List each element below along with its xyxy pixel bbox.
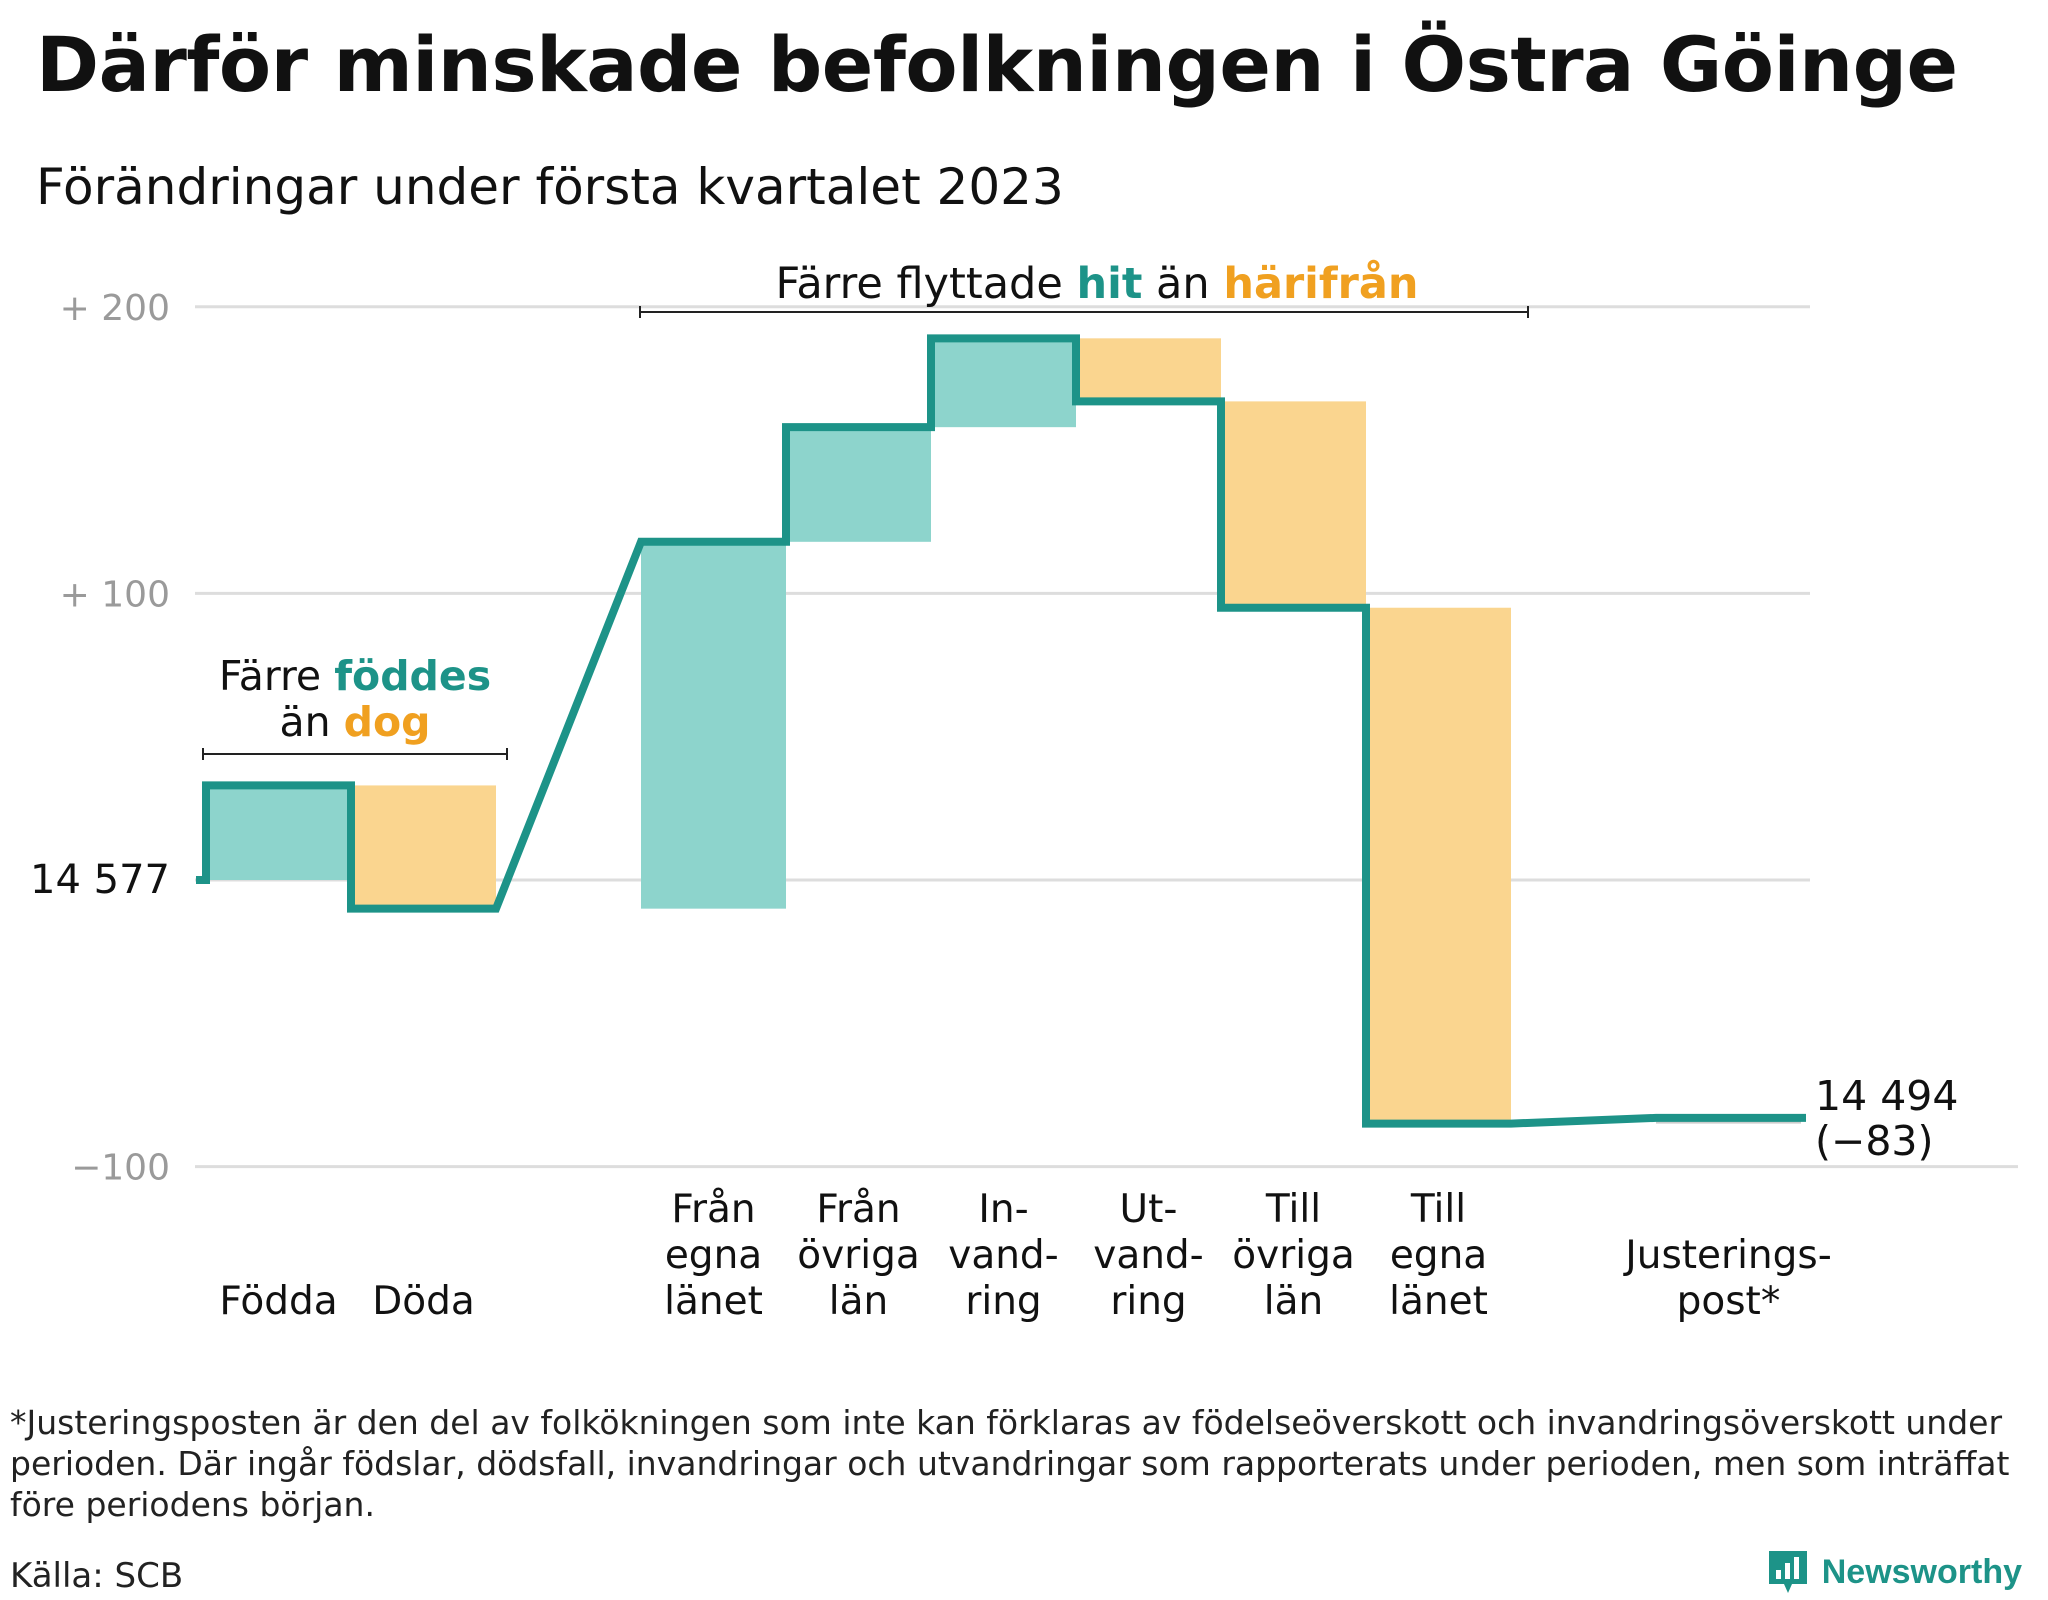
waterfall-bar: [351, 785, 496, 909]
footnote: *Justeringsposten är den del av folkökni…: [10, 1403, 2010, 1524]
annotation-births-prefix: Färre: [219, 652, 334, 700]
category-label: Döda: [372, 1279, 475, 1324]
annotation-migration-text: Färre flyttade hit än härifrån: [776, 259, 1419, 309]
y-tick-label: + 100: [60, 574, 170, 615]
waterfall-bar: [1221, 401, 1366, 608]
category-label: län: [829, 1279, 888, 1324]
y-tick-label: + 200: [60, 288, 170, 329]
category-label: ring: [965, 1279, 1041, 1324]
annotation-migration-bracket: [639, 306, 1529, 318]
category-label: egna: [665, 1233, 762, 1278]
annotation-migration: Färre flyttade hit än härifrån: [639, 259, 1529, 318]
annotation-births-line2: än dog: [279, 698, 430, 746]
annotation-births-bracket: [202, 748, 508, 760]
brand-logo[interactable]: Newsworthy: [1766, 1548, 2022, 1596]
category-label: övriga: [1232, 1233, 1354, 1278]
category-label: post*: [1677, 1279, 1781, 1324]
category-label: Födda: [219, 1279, 337, 1324]
y-tick-label: −100: [71, 1148, 170, 1189]
waterfall-bar: [931, 338, 1076, 428]
annotation-migration-highlight-out: härifrån: [1223, 259, 1418, 309]
annotation-migration-middle: än: [1142, 259, 1223, 309]
annotation-deaths-highlight: dog: [344, 698, 431, 746]
waterfall-bar: [1366, 607, 1511, 1124]
chart-title: Därför minskade befolkningen i Östra Göi…: [36, 20, 1958, 109]
newsworthy-logo-icon: [1768, 1551, 1807, 1593]
category-label: län: [1264, 1279, 1323, 1324]
annotation-migration-highlight-in: hit: [1076, 259, 1142, 309]
category-label: Till: [1410, 1187, 1466, 1232]
cumulative-line: [196, 334, 1806, 1128]
category-label: övriga: [797, 1233, 919, 1278]
annotation-migration-prefix: Färre flyttade: [776, 259, 1077, 309]
annotation-births-line1: Färre föddes: [219, 652, 491, 700]
end-value-label: 14 494: [1815, 1072, 1958, 1120]
category-label: Justerings-: [1622, 1233, 1832, 1278]
category-label: In-: [978, 1187, 1028, 1232]
category-label: länet: [1389, 1279, 1488, 1324]
category-label: vand-: [1093, 1233, 1204, 1278]
source-credit: Källa: SCB: [10, 1556, 184, 1596]
waterfall-bar: [641, 541, 786, 909]
category-label: vand-: [948, 1233, 1059, 1278]
category-label: ring: [1110, 1279, 1186, 1324]
annotation-births-deaths: Färre föddes än dog: [202, 652, 508, 760]
annotation-deaths-prefix: än: [279, 698, 343, 746]
waterfall-bar: [1076, 338, 1221, 402]
chart-subtitle: Förändringar under första kvartalet 2023: [36, 158, 1064, 216]
category-label: Från: [671, 1187, 755, 1232]
category-label: länet: [664, 1279, 763, 1324]
waterfall-bar: [206, 785, 351, 880]
annotation-births-highlight: föddes: [334, 652, 491, 700]
start-value-label: 14 577: [30, 857, 170, 903]
category-label: Från: [816, 1187, 900, 1232]
brand-name: Newsworthy: [1821, 1552, 2022, 1591]
category-label: egna: [1390, 1233, 1487, 1278]
category-label: Till: [1265, 1187, 1321, 1232]
category-label: Ut-: [1120, 1187, 1178, 1232]
end-change-label: (−83): [1815, 1117, 1934, 1165]
waterfall-bar: [786, 427, 931, 542]
